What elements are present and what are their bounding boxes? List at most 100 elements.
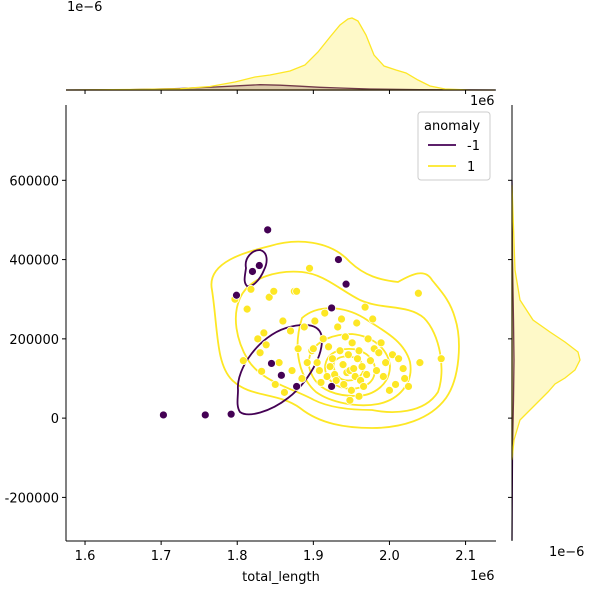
- point-anomaly1: [312, 358, 322, 368]
- point-anomaly1: [374, 348, 384, 358]
- point-anomaly1: [394, 354, 403, 364]
- point-anomaly1: [346, 385, 356, 395]
- point-anomaly1: [349, 364, 359, 373]
- point-anomaly1: [324, 342, 333, 352]
- point-anomaly1: [385, 385, 394, 395]
- point-anomaly1: [297, 374, 307, 383]
- point-anomaly1: [286, 326, 295, 336]
- legend-box: [417, 111, 491, 181]
- y-tick-label: 400000: [9, 254, 59, 269]
- y-tick-label: -200000: [5, 491, 59, 506]
- kde-contour-level-3: [296, 307, 412, 407]
- right-marginal-panel: 1e−6: [508, 105, 584, 560]
- point-anomaly1: [398, 364, 408, 373]
- legend-label-anomaly1: 1: [467, 160, 475, 175]
- point-anomaly-1: [327, 303, 337, 313]
- point-anomaly1: [269, 286, 279, 296]
- point-anomaly1: [238, 356, 248, 366]
- point-anomaly1: [339, 380, 349, 389]
- point-anomaly1: [242, 304, 252, 314]
- point-anomaly1: [305, 263, 314, 273]
- point-anomaly1: [436, 354, 446, 364]
- point-anomaly1: [400, 374, 410, 383]
- point-anomaly-1: [159, 410, 168, 420]
- kde-contour-anomaly-1-upper: [243, 249, 268, 288]
- point-anomaly1: [299, 322, 309, 332]
- point-anomaly-1: [327, 382, 337, 391]
- point-anomaly1: [343, 350, 353, 360]
- right-marginal-density-anomaly1: [511, 184, 581, 461]
- top-marginal-panel: 1e−6 1e6: [65, 0, 496, 109]
- point-anomaly1: [293, 344, 303, 354]
- main-panel: 1.6 1.7 1.8 1.9 2.0 2.1 -200000 0 200000 400000 6…: [5, 105, 496, 585]
- point-anomaly-1: [292, 382, 302, 391]
- point-anomaly1: [318, 334, 328, 344]
- point-anomaly1: [335, 346, 345, 356]
- point-anomaly1: [366, 356, 375, 366]
- x-axis-ticks: 1.6 1.7 1.8 1.9 2.0 2.1: [75, 541, 476, 564]
- x-tick-label: 1.9: [303, 549, 324, 564]
- point-anomaly1: [404, 382, 413, 391]
- point-anomaly1: [354, 391, 364, 401]
- x-tick-label: 1.6: [75, 549, 96, 564]
- point-anomaly1: [315, 366, 324, 375]
- point-anomaly1: [368, 314, 378, 324]
- x-axis-title: total_length: [242, 570, 320, 585]
- y-tick-label: 600000: [9, 174, 59, 189]
- point-anomaly1: [372, 366, 381, 375]
- point-anomaly-1: [267, 359, 276, 368]
- point-anomaly1: [310, 316, 320, 326]
- point-anomaly1: [302, 358, 312, 368]
- point-anomaly1: [280, 387, 289, 397]
- point-anomaly1: [327, 354, 337, 364]
- right-marginal-offset-label: 1e−6: [549, 545, 584, 560]
- point-anomaly1: [381, 358, 391, 368]
- kde-contour-level-1: [210, 240, 460, 429]
- legend: anomaly -1 1: [417, 111, 491, 181]
- point-anomaly1: [340, 332, 350, 342]
- point-anomaly1: [257, 366, 266, 376]
- scatter-points: [159, 225, 446, 420]
- point-anomaly1: [360, 302, 370, 312]
- point-anomaly1: [378, 372, 388, 381]
- point-anomaly1: [287, 366, 297, 375]
- y-axis-ticks: -200000 0 200000 400000 600000: [5, 174, 66, 506]
- x-tick-label: 1.8: [227, 549, 248, 564]
- x-axis-offset-label: 1e6: [470, 569, 495, 584]
- legend-title: anomaly: [424, 119, 480, 134]
- x-tick-label: 2.1: [455, 549, 476, 564]
- point-anomaly-1: [263, 225, 273, 235]
- point-anomaly1: [357, 362, 367, 372]
- point-anomaly1: [352, 318, 362, 328]
- point-anomaly1: [261, 340, 271, 350]
- point-anomaly1: [325, 362, 335, 372]
- point-anomaly1: [331, 376, 341, 385]
- point-anomaly1: [308, 344, 318, 354]
- point-anomaly1: [376, 338, 386, 348]
- point-anomaly1: [391, 380, 400, 389]
- x-tick-label: 2.0: [379, 549, 400, 564]
- point-anomaly1: [255, 348, 265, 358]
- point-anomaly1: [353, 354, 362, 364]
- point-anomaly1: [274, 358, 284, 368]
- point-anomaly1: [388, 350, 397, 360]
- point-anomaly1: [345, 395, 355, 405]
- point-anomaly-1: [200, 410, 210, 420]
- point-anomaly1: [264, 292, 274, 302]
- point-anomaly-1: [276, 370, 286, 380]
- point-anomaly-1: [341, 279, 351, 289]
- x-tick-label: 1.7: [151, 549, 172, 564]
- point-anomaly1: [354, 346, 364, 356]
- point-anomaly1: [246, 284, 256, 294]
- point-anomaly1: [362, 370, 372, 379]
- top-marginal-x-ticks: [84, 90, 467, 94]
- point-anomaly1: [415, 358, 425, 368]
- point-anomaly1: [278, 316, 288, 326]
- point-anomaly1: [259, 328, 269, 338]
- point-anomaly1: [413, 288, 423, 298]
- point-anomaly1: [322, 372, 332, 381]
- point-anomaly1: [320, 308, 330, 318]
- point-anomaly1: [338, 360, 348, 370]
- top-marginal-offset-label: 1e−6: [67, 0, 102, 15]
